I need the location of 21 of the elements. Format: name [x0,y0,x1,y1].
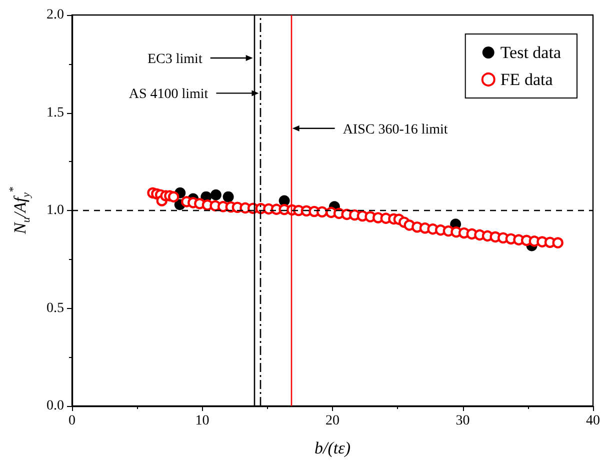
ref-line-label: AS 4100 limit [128,87,208,102]
x-tick-label: 10 [195,414,210,428]
ref-line-label: AISC 360-16 limit [342,122,448,138]
y-tick-label: 2.0 [46,8,64,22]
legend-label: Test data [500,43,562,62]
x-tick-label: 30 [456,414,470,428]
y-axis-title: Nu/Afy* [8,186,32,236]
point [168,191,180,202]
x-axis-title: b/(tε) [314,438,351,458]
y-tick-label: 1.0 [46,203,64,218]
x-tick-label: 40 [586,414,600,428]
legend-label: FE data [500,70,554,89]
y-tick-label: 1.5 [46,105,64,120]
y-tick-label: 0.5 [46,300,64,316]
y-tick-label: 0.0 [46,398,64,414]
ref-line-label: EC3 limit [148,52,202,68]
x-tick-label: 20 [326,414,340,428]
point [210,189,222,200]
point [552,237,564,248]
point [222,191,234,202]
x-tick-label: 0 [68,414,76,428]
